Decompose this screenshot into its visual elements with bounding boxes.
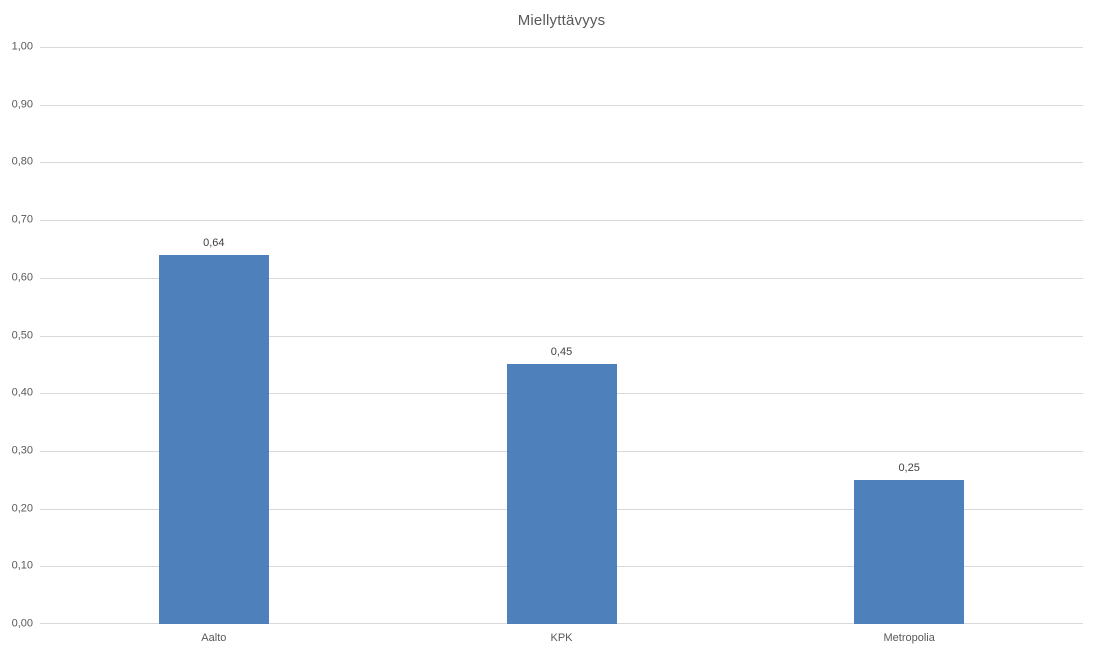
y-axis-tick-label: 0,90 [11,98,33,111]
bar-kpk [506,364,617,624]
x-axis-category-label: Aalto [201,632,227,644]
chart-title: Miellyttävyys [517,12,606,29]
y-axis-tick-label: 0,30 [11,444,33,457]
y-axis-tick-label: 0,80 [11,155,33,168]
plot-area: 0,64 0,45 0,25 [40,47,1083,624]
bar-slot-aalto: 0,64 [158,47,269,624]
data-label-kpk: 0,45 [550,346,573,359]
bar-slot-metropolia: 0,25 [854,47,965,624]
y-axis-tick-label: 0,00 [11,617,33,630]
gridline [40,162,1083,164]
data-label-aalto: 0,64 [203,236,225,249]
y-axis-tick-label: 0,40 [11,386,33,399]
bar-metropolia [854,479,965,624]
gridline [40,47,1083,48]
x-axis-category-label: Metropolia [883,632,935,644]
bar-slot-kpk: 0,45 [506,47,617,624]
y-axis-tick-label: 0,50 [11,329,33,341]
y-axis-tick-label: 0,60 [11,271,33,284]
x-axis-category-label: KPK [550,632,573,644]
data-label-metropolia: 0,25 [898,461,920,474]
gridline [40,220,1083,222]
y-axis-tick-label: 0,20 [11,502,33,515]
gridline [40,277,1083,279]
y-axis-tick-label: 1,00 [11,40,33,53]
bar-aalto [158,254,269,624]
y-axis-tick-label: 0,10 [11,559,33,572]
y-axis-tick-label: 0,70 [11,213,33,226]
gridline [40,335,1083,337]
gridline [40,104,1083,106]
